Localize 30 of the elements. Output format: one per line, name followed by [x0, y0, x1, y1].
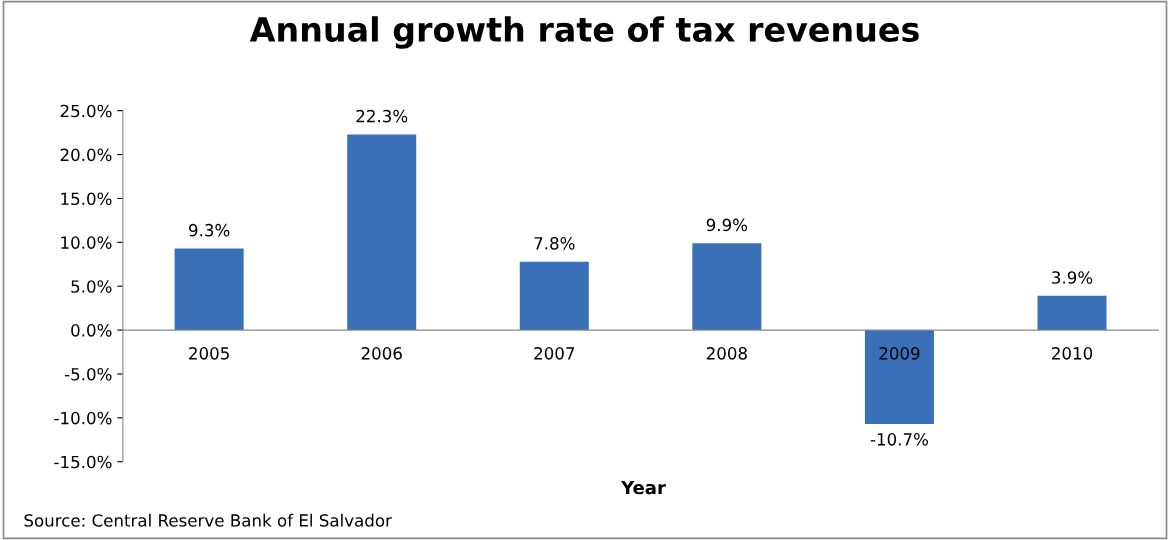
bar	[692, 243, 762, 331]
data-label: -10.7%	[870, 433, 928, 446]
x-tick-label: 2009	[879, 347, 920, 360]
y-tick-label: -15.0%	[54, 455, 112, 469]
y-tick-label: -10.0%	[54, 411, 112, 425]
data-label: 9.9%	[706, 218, 748, 232]
x-tick-label: 2008	[706, 347, 747, 360]
y-tick-label: 20.0%	[60, 148, 112, 162]
y-tick-label: 0.0%	[71, 324, 112, 337]
chart-title: Annual growth rate of tax revenues	[249, 16, 919, 49]
bar	[347, 134, 417, 331]
x-tick-label: 2005	[189, 347, 229, 360]
x-tick-label: 2007	[534, 347, 575, 360]
data-label: 3.9%	[1052, 271, 1093, 284]
data-label: 7.8%	[534, 237, 575, 250]
bar	[864, 330, 934, 424]
x-tick-label: 2006	[361, 347, 402, 360]
x-tick-label: 2010	[1052, 347, 1093, 360]
y-tick-label: 5.0%	[71, 280, 112, 293]
bar	[519, 261, 589, 331]
y-tick-label: -5.0%	[64, 367, 112, 381]
bar	[174, 248, 244, 331]
y-tick-label: 25.0%	[60, 104, 112, 118]
x-axis-title: Year	[620, 480, 666, 495]
data-label: 22.3%	[356, 109, 408, 123]
data-label: 9.3%	[189, 223, 230, 237]
source-note: Source: Central Reserve Bank of El Salvador	[24, 513, 392, 527]
bar	[1037, 295, 1107, 331]
y-tick-label: 15.0%	[61, 192, 112, 206]
y-tick-label: 10.0%	[61, 236, 112, 249]
